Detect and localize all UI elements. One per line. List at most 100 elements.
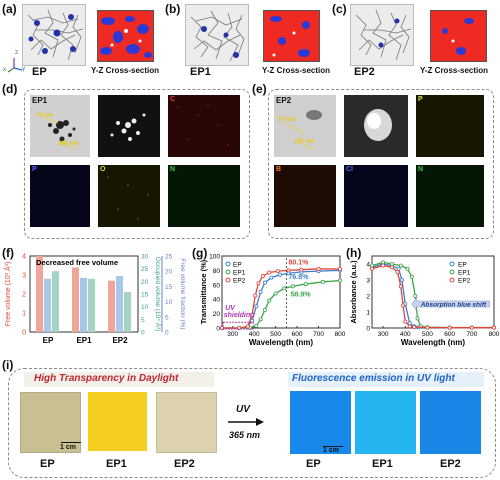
element-map-n: N [168, 165, 240, 227]
series-line [371, 263, 494, 329]
photo-label-ep: EP [40, 458, 55, 470]
annotation-value: 58.9% [291, 291, 312, 298]
cross-section-ep1 [263, 10, 320, 62]
panel-label-b: (b) [165, 2, 181, 16]
bar [72, 267, 79, 332]
molecular-model-ep1 [185, 4, 249, 66]
right-tick-label: 15 [141, 292, 149, 299]
element-label-cl: Cl [346, 166, 353, 173]
y-tick-label: 40 [213, 297, 221, 304]
data-point [260, 274, 265, 279]
data-point [290, 284, 295, 289]
y-axis-label-right-2: Free volume fraction (%) [179, 258, 186, 329]
blue-shift-arrow [411, 297, 490, 311]
bar [108, 280, 115, 332]
size-label-2: 170 nm [294, 139, 315, 145]
data-point [396, 266, 401, 271]
data-point [269, 275, 274, 280]
y-axis-label-right: Occupied volume (10⁴ Å³) [154, 257, 163, 332]
cross-section-label-ep: Y-Z Cross-section [91, 66, 160, 75]
uv-label-ep: EP [306, 458, 321, 470]
data-point [405, 266, 410, 271]
data-point [275, 269, 280, 274]
photo-label-ep2: EP2 [174, 458, 195, 470]
data-point [409, 274, 414, 279]
y-axis-label: Transmittance (%) [199, 259, 208, 324]
left-tick-label: 2 [22, 292, 26, 299]
molecular-model-ep [22, 4, 86, 66]
category-label: EP2 [112, 336, 128, 345]
data-point [303, 282, 308, 287]
x-tick-label: 800 [489, 331, 500, 338]
panel-d-frame [24, 89, 250, 239]
x-tick-label: 300 [378, 331, 389, 338]
bar [36, 256, 43, 332]
element-map-cl: Cl [344, 165, 408, 227]
panel-label-e: (e) [252, 82, 267, 96]
right-tick-label-2: 15 [165, 284, 173, 291]
sample-photo-ep2 [156, 392, 217, 453]
legend-marker [449, 277, 455, 283]
x-tick-label: 400 [249, 331, 260, 338]
element-label-n: N [170, 166, 176, 173]
y-tick-label: 1 [366, 310, 370, 317]
data-point [401, 303, 406, 308]
data-point [395, 269, 400, 274]
uv-photo-ep2 [420, 391, 481, 454]
panel-label-d: (d) [2, 82, 18, 96]
uv-label-ep1: EP1 [372, 458, 393, 470]
size-label-1: 70 nm [278, 117, 296, 123]
data-point [262, 308, 267, 313]
x-tick-label: 600 [444, 331, 455, 338]
left-tick-label: 3 [22, 273, 26, 280]
data-point [399, 278, 404, 283]
y-axis-label: Absorbance (a.u.) [349, 260, 358, 324]
panel-label-g: (g) [192, 246, 208, 260]
y-axis-label: Free volume (10³ Å³) [3, 262, 12, 327]
data-point [398, 263, 403, 268]
category-label: EP1 [76, 336, 92, 345]
cross-section-label-ep1: Y-Z Cross-section [262, 66, 331, 75]
data-point [277, 272, 282, 277]
free-volume-map [442, 18, 474, 55]
molecular-network-image [27, 9, 84, 61]
element-map-o: O [98, 165, 160, 227]
haadf-image-ep2 [344, 95, 408, 157]
legend-label: EP2 [458, 278, 471, 285]
element-label-o: O [100, 166, 106, 173]
annotation-value: 76.8% [289, 274, 310, 281]
x-axis-label: Wavelength (nm) [249, 338, 313, 347]
free-volume-map [270, 16, 310, 57]
line-chart-transmittance: 300 400 500 600 700 800 0 20 40 60 80 100 Wavelength… [199, 254, 346, 348]
element-map-p: P [30, 165, 90, 227]
right-tick-label: 10 [141, 304, 149, 311]
element-map-b: B [274, 165, 336, 227]
series-line [222, 279, 341, 329]
x-tick-label: 400 [400, 331, 411, 338]
data-point [254, 323, 259, 328]
data-point [299, 267, 304, 272]
legend-label: EP2 [233, 278, 246, 285]
photo-label-ep1: EP1 [106, 458, 127, 470]
right-tick-label-2: 20 [165, 269, 173, 276]
panel-i-frame [8, 368, 496, 478]
scale-bar [61, 442, 81, 443]
legend-marker [225, 269, 231, 275]
data-point [369, 266, 374, 271]
y-tick-label: 0 [366, 326, 370, 333]
right-tick-label-2: 0 [165, 330, 169, 337]
data-point [253, 293, 258, 298]
data-point [337, 266, 342, 271]
y-tick-label: 20 [213, 311, 221, 318]
data-point [267, 298, 272, 303]
x-tick-label: 700 [313, 331, 324, 338]
uv-photo-ep1 [355, 391, 416, 454]
uv-photo-ep [290, 391, 351, 454]
uv-shielding-box [222, 321, 254, 330]
data-point [258, 317, 263, 322]
daylight-title: High Transparency in Daylight [34, 373, 179, 384]
sample-label-ep2: EP2 [354, 66, 375, 78]
element-label-p: P [418, 96, 423, 103]
tem-image-ep2: EP2 70 nm 170 nm [274, 95, 336, 157]
axis-x-label: x [3, 67, 6, 73]
